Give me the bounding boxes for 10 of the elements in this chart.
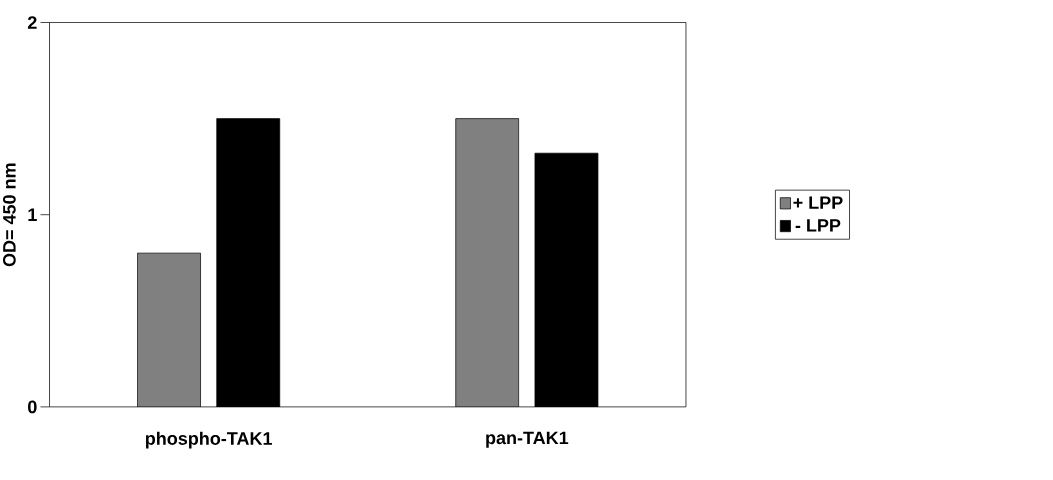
bar (455, 118, 520, 407)
y-tick-label: 0 (28, 400, 37, 414)
x-tick-label: pan-TAK1 (486, 431, 569, 448)
x-tick-label: phospho-TAK1 (145, 431, 272, 449)
y-axis-title: OD= 450 nm (3, 163, 16, 267)
y-tick-label: 2 (27, 16, 37, 29)
legend-label: + LPP (793, 196, 843, 209)
legend-label: - LPP (795, 219, 841, 232)
y-tick-label: 1 (28, 208, 37, 221)
bar (137, 252, 201, 407)
